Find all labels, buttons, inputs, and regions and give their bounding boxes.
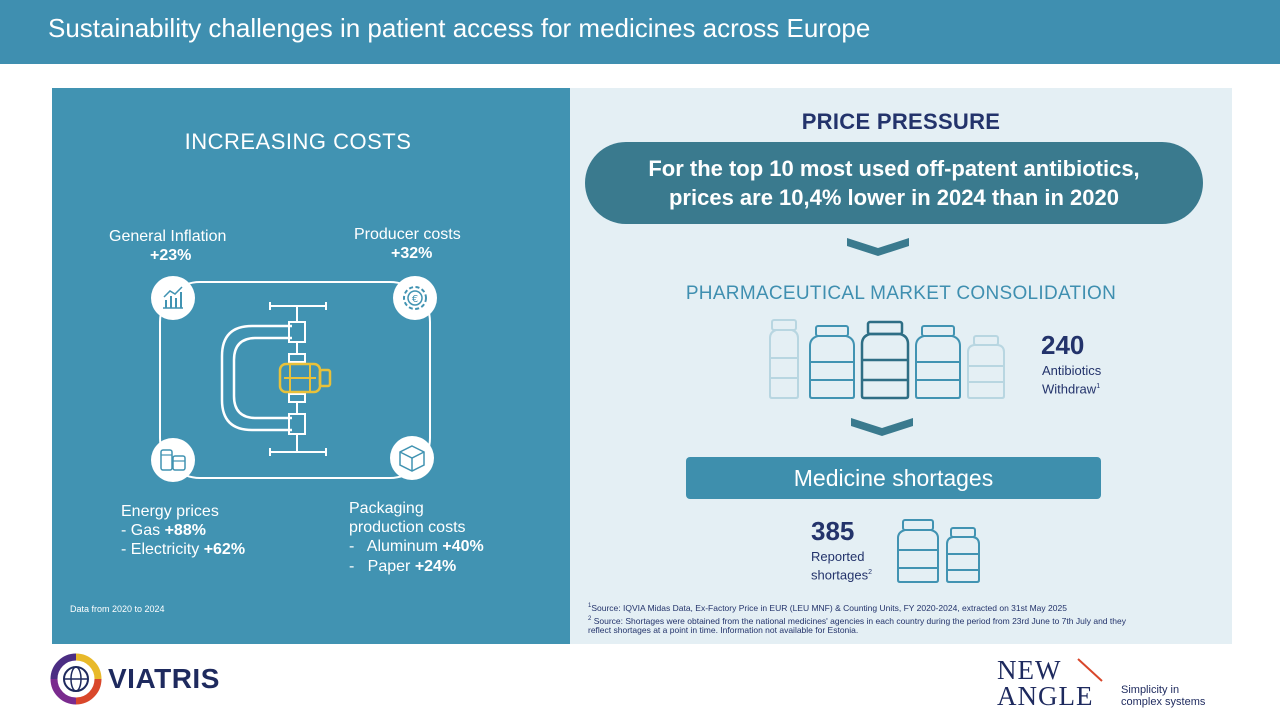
chevron-down-icon	[851, 418, 913, 436]
price-statement-line1: For the top 10 most used off-patent anti…	[648, 156, 1140, 181]
box-icon	[390, 436, 434, 480]
data-period-note: Data from 2020 to 2024	[70, 604, 165, 614]
footnote-1: 1Source: IQVIA Midas Data, Ex-Factory Pr…	[588, 601, 1067, 614]
withdrawn-label-2: Withdraw1	[1042, 379, 1100, 397]
bottle-icon	[915, 325, 961, 399]
shortages-label-2: shortages2	[811, 565, 872, 583]
withdrawn-label-1: Antibiotics	[1042, 363, 1102, 378]
footnote-2: 2 Source: Shortages were obtained from t…	[588, 614, 1126, 627]
newangle-logo-line2: ANGLE	[997, 681, 1094, 711]
inflation-label: General Inflation	[109, 228, 227, 245]
producer-label: Producer costs	[354, 226, 461, 243]
bottle-icon	[860, 320, 910, 400]
electricity-label: - Electricity	[121, 541, 200, 558]
footnote-1-text: Source: IQVIA Midas Data, Ex-Factory Pri…	[591, 602, 1067, 613]
euro-gear-icon: €	[393, 276, 437, 320]
newangle-tagline-2: complex systems	[1121, 696, 1206, 708]
chevron-down-icon	[847, 238, 909, 256]
aluminum-value: +40%	[442, 538, 484, 555]
shortages-label-1: Reported	[811, 549, 865, 564]
gas-label: - Gas	[121, 522, 161, 539]
producer-value: +32%	[391, 245, 433, 262]
paper-label: - Paper	[349, 558, 411, 575]
withdrawn-count: 240	[1041, 330, 1085, 360]
energy-gas: - Gas +88%	[121, 521, 206, 540]
clamp-icon	[220, 302, 332, 456]
newangle-tagline: Simplicity in complex systems	[1121, 684, 1205, 708]
packaging-label-1: Packaging	[349, 500, 424, 517]
bottle-icon	[769, 319, 799, 399]
increasing-costs-title: INCREASING COSTS	[184, 129, 412, 154]
bottle-icon-group	[769, 319, 1005, 400]
header-bar: Sustainability challenges in patient acc…	[0, 0, 1280, 64]
electricity-value: +62%	[203, 541, 246, 558]
bottle-icon	[946, 527, 980, 583]
shortages-footnote-ref: 2	[868, 569, 872, 576]
packaging-aluminum: - Aluminum +40%	[349, 537, 484, 556]
viatris-logo-icon	[50, 653, 102, 705]
page-title: Sustainability challenges in patient acc…	[48, 13, 871, 43]
bottle-icon	[897, 519, 939, 583]
chart-icon	[151, 276, 195, 320]
bottle-icon	[809, 325, 855, 399]
footnote-2-ref: 2	[588, 616, 592, 622]
shortages-label-text: shortages	[811, 567, 869, 583]
bottle-icon	[967, 335, 1005, 399]
packaging-label-2: production costs	[349, 519, 466, 536]
paper-value: +24%	[414, 558, 457, 575]
footnote-2-text: Source: Shortages were obtained from the…	[591, 615, 1126, 626]
cans-icon	[151, 438, 195, 482]
price-statement-line2: prices are 10,4% lower in 2024 than in 2…	[668, 185, 1119, 210]
aluminum-label: - Aluminum	[349, 538, 438, 555]
packaging-paper: - Paper +24%	[349, 557, 456, 576]
energy-label: Energy prices	[121, 503, 219, 520]
withdrawn-label-text: Withdraw	[1042, 381, 1097, 397]
price-statement-pill: For the top 10 most used off-patent anti…	[585, 142, 1203, 224]
newangle-accent-mark	[1077, 658, 1103, 682]
footnote-2-cont: reflect shortages at a point in time. In…	[588, 625, 859, 635]
energy-electricity: - Electricity +62%	[121, 540, 245, 559]
medicine-shortages-box: Medicine shortages	[686, 457, 1101, 499]
withdrawn-footnote-ref: 1	[1096, 383, 1101, 390]
price-pressure-title: PRICE PRESSURE	[801, 109, 1001, 134]
svg-text:€: €	[412, 294, 418, 305]
newangle-logo-line1: NEW	[997, 655, 1062, 685]
footnote-1-ref: 1	[588, 603, 592, 609]
newangle-tagline-1: Simplicity in	[1121, 684, 1180, 696]
gas-value: +88%	[164, 522, 206, 539]
shortages-count: 385	[811, 516, 855, 546]
consolidation-title: PHARMACEUTICAL MARKET CONSOLIDATION	[685, 283, 1117, 304]
inflation-value: +23%	[150, 247, 192, 264]
viatris-logo-text: VIATRIS	[108, 663, 220, 694]
bottle-icon-pair	[897, 519, 980, 583]
